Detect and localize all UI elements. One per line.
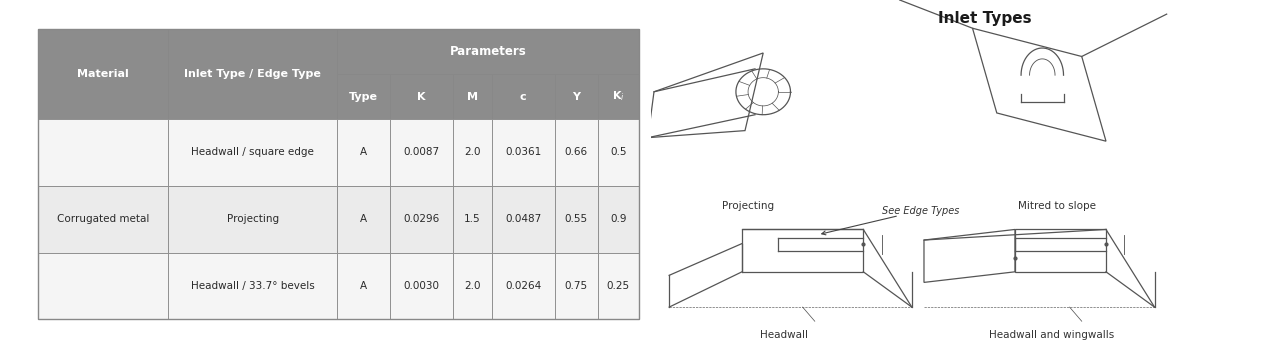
Text: 0.75: 0.75 [565,281,588,291]
Bar [391,74,453,119]
Bar [555,119,598,186]
Bar [168,186,337,253]
Bar [453,74,492,119]
Bar [555,74,598,119]
Text: Mitred to slope: Mitred to slope [1019,201,1096,211]
Bar [453,253,492,319]
Text: A: A [360,281,368,291]
Text: 1.5: 1.5 [464,214,480,224]
Bar [337,186,391,253]
Bar [337,29,638,74]
Text: Parameters: Parameters [450,45,526,58]
Bar [492,119,555,186]
Bar [38,119,168,186]
Text: 0.9: 0.9 [611,214,627,224]
Text: 0.0361: 0.0361 [506,148,541,157]
Text: K$_i$: K$_i$ [612,90,624,103]
Bar [38,186,168,253]
Text: Headwall and wingwalls: Headwall and wingwalls [988,330,1114,340]
Bar [337,253,391,319]
Bar [168,29,337,119]
Text: Inlet Types: Inlet Types [938,11,1031,25]
Bar [168,119,337,186]
Text: 2.0: 2.0 [464,281,480,291]
Text: Projecting: Projecting [722,201,774,211]
Bar [391,253,453,319]
Bar [492,74,555,119]
Text: 0.0087: 0.0087 [403,148,440,157]
Text: 0.25: 0.25 [607,281,629,291]
Text: 2.0: 2.0 [464,148,480,157]
Text: Headwall: Headwall [761,330,809,340]
Bar [391,119,453,186]
Text: 0.66: 0.66 [565,148,588,157]
Text: 0.0030: 0.0030 [403,281,440,291]
Bar [598,186,638,253]
Bar [38,29,168,119]
Bar [391,186,453,253]
Bar [168,253,337,319]
Text: Type: Type [349,91,378,102]
Bar [598,253,638,319]
Text: See Edge Types: See Edge Types [822,205,959,235]
Text: 0.0296: 0.0296 [403,214,440,224]
Bar [453,119,492,186]
Text: Y: Y [573,91,580,102]
Text: Corrugated metal: Corrugated metal [57,214,149,224]
Text: Inlet Type / Edge Type: Inlet Type / Edge Type [185,69,321,79]
Text: 0.0264: 0.0264 [506,281,541,291]
Text: 0.0487: 0.0487 [506,214,541,224]
Text: 0.5: 0.5 [611,148,627,157]
Text: Material: Material [77,69,129,79]
Text: Headwall / square edge: Headwall / square edge [191,148,315,157]
Bar [492,253,555,319]
Bar [555,253,598,319]
Text: Projecting: Projecting [226,214,279,224]
Bar [492,186,555,253]
Bar [337,74,391,119]
Bar [337,119,391,186]
Bar [453,186,492,253]
Text: M: M [466,91,478,102]
Text: Headwall / 33.7° bevels: Headwall / 33.7° bevels [191,281,315,291]
Text: K: K [417,91,426,102]
Text: 0.55: 0.55 [565,214,588,224]
Bar [38,253,168,319]
Bar [598,74,638,119]
Bar [598,119,638,186]
Text: A: A [360,214,368,224]
Bar [555,186,598,253]
Text: A: A [360,148,368,157]
Text: c: c [520,91,527,102]
